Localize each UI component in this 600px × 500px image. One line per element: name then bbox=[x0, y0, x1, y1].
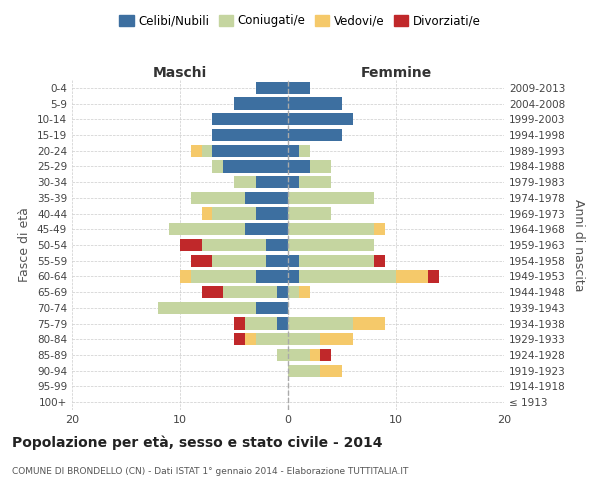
Bar bbox=[320, 333, 353, 345]
Bar bbox=[234, 176, 256, 188]
Bar bbox=[266, 239, 288, 251]
Bar bbox=[202, 286, 223, 298]
Text: COMUNE DI BRONDELLO (CN) - Dati ISTAT 1° gennaio 2014 - Elaborazione TUTTITALIA.: COMUNE DI BRONDELLO (CN) - Dati ISTAT 1°… bbox=[12, 468, 409, 476]
Bar bbox=[288, 176, 299, 188]
Bar bbox=[234, 318, 245, 330]
Bar bbox=[288, 223, 374, 235]
Bar bbox=[288, 192, 374, 204]
Bar bbox=[245, 223, 288, 235]
Bar bbox=[191, 192, 245, 204]
Y-axis label: Anni di nascita: Anni di nascita bbox=[572, 198, 585, 291]
Bar bbox=[288, 318, 353, 330]
Bar bbox=[212, 160, 223, 172]
Bar bbox=[191, 254, 212, 267]
Bar bbox=[256, 208, 288, 220]
Bar bbox=[245, 333, 256, 345]
Bar bbox=[202, 239, 266, 251]
Bar bbox=[428, 270, 439, 282]
Bar bbox=[288, 98, 342, 110]
Bar bbox=[234, 333, 245, 345]
Bar bbox=[310, 160, 331, 172]
Bar bbox=[212, 144, 288, 157]
Bar bbox=[256, 270, 288, 282]
Bar bbox=[256, 176, 288, 188]
Bar bbox=[288, 333, 320, 345]
Bar bbox=[299, 254, 374, 267]
Bar bbox=[191, 270, 256, 282]
Bar bbox=[277, 318, 288, 330]
Bar bbox=[212, 208, 256, 220]
Bar bbox=[158, 302, 256, 314]
Bar bbox=[288, 239, 374, 251]
Bar bbox=[299, 286, 310, 298]
Bar bbox=[288, 364, 320, 377]
Bar bbox=[299, 144, 310, 157]
Bar bbox=[396, 270, 428, 282]
Bar bbox=[180, 239, 202, 251]
Bar bbox=[245, 192, 288, 204]
Bar bbox=[288, 286, 299, 298]
Bar bbox=[288, 160, 310, 172]
Bar bbox=[223, 286, 277, 298]
Bar bbox=[234, 98, 288, 110]
Bar bbox=[288, 144, 299, 157]
Bar bbox=[245, 318, 277, 330]
Bar bbox=[374, 254, 385, 267]
Bar bbox=[266, 254, 288, 267]
Bar bbox=[202, 144, 212, 157]
Bar bbox=[320, 364, 342, 377]
Bar bbox=[288, 349, 310, 361]
Y-axis label: Fasce di età: Fasce di età bbox=[19, 208, 31, 282]
Bar bbox=[288, 129, 342, 141]
Bar bbox=[212, 129, 288, 141]
Legend: Celibi/Nubili, Coniugati/e, Vedovi/e, Divorziati/e: Celibi/Nubili, Coniugati/e, Vedovi/e, Di… bbox=[116, 11, 484, 31]
Bar bbox=[288, 270, 299, 282]
Bar bbox=[353, 318, 385, 330]
Bar bbox=[256, 333, 288, 345]
Bar bbox=[277, 349, 288, 361]
Bar bbox=[256, 82, 288, 94]
Bar bbox=[288, 254, 299, 267]
Bar bbox=[191, 144, 202, 157]
Bar bbox=[288, 82, 310, 94]
Text: Maschi: Maschi bbox=[153, 66, 207, 80]
Bar bbox=[169, 223, 245, 235]
Bar bbox=[256, 302, 288, 314]
Bar bbox=[288, 208, 331, 220]
Bar bbox=[288, 113, 353, 126]
Bar bbox=[223, 160, 288, 172]
Bar bbox=[212, 113, 288, 126]
Bar bbox=[310, 349, 320, 361]
Bar bbox=[299, 176, 331, 188]
Bar bbox=[299, 270, 396, 282]
Bar bbox=[202, 208, 212, 220]
Text: Popolazione per età, sesso e stato civile - 2014: Popolazione per età, sesso e stato civil… bbox=[12, 435, 383, 450]
Bar bbox=[374, 223, 385, 235]
Bar bbox=[212, 254, 266, 267]
Bar bbox=[277, 286, 288, 298]
Bar bbox=[320, 349, 331, 361]
Bar bbox=[180, 270, 191, 282]
Text: Femmine: Femmine bbox=[361, 66, 431, 80]
